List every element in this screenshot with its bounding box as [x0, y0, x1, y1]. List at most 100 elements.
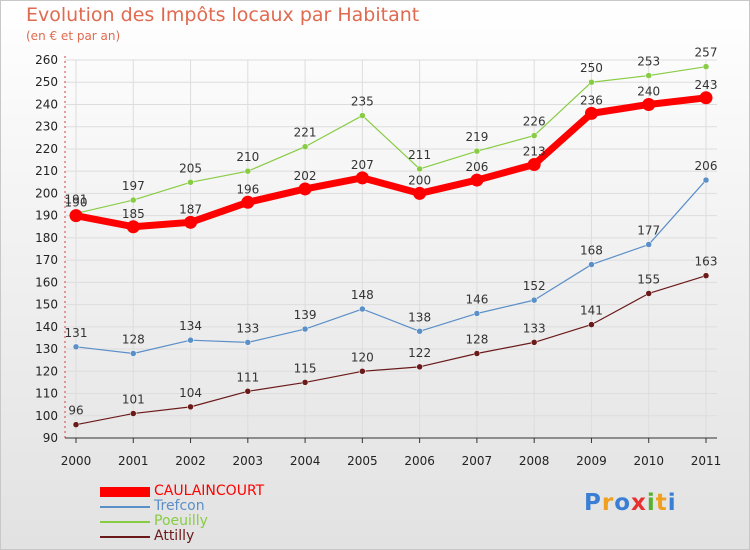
y-tick-label: 180: [35, 231, 58, 245]
data-label-attilly: 155: [637, 272, 660, 286]
data-label-trefcon: 138: [408, 310, 431, 324]
data-point-trefcon: [702, 176, 710, 184]
data-point-trefcon: [301, 325, 309, 333]
data-label-caulaincourt: 213: [523, 145, 546, 159]
logo-letter: i: [667, 490, 677, 516]
x-tick-label: 2004: [290, 454, 321, 468]
legend-label: Poeuilly: [154, 513, 208, 529]
series-line-attilly: [75, 275, 707, 426]
data-point-attilly: [72, 421, 80, 428]
data-label-caulaincourt: 200: [408, 173, 431, 187]
y-tick-label: 240: [35, 97, 58, 111]
data-point-trefcon: [359, 305, 366, 313]
y-tick-label: 160: [35, 275, 58, 289]
legend-label: Trefcon: [154, 498, 205, 514]
x-tick-label: 2002: [175, 454, 206, 468]
data-label-poeuilly: 197: [122, 179, 145, 193]
data-point-caulaincourt: [642, 97, 656, 111]
data-point-attilly: [645, 290, 652, 297]
data-point-trefcon: [645, 241, 652, 248]
data-point-trefcon: [130, 350, 137, 357]
y-tick-label: 150: [35, 298, 58, 312]
data-point-caulaincourt: [355, 171, 369, 185]
legend-swatch: [100, 535, 150, 538]
data-label-attilly: 122: [408, 346, 431, 360]
data-label-poeuilly: 235: [351, 95, 374, 109]
data-point-trefcon: [588, 261, 595, 268]
data-label-caulaincourt: 196: [236, 182, 259, 196]
data-label-trefcon: 139: [294, 308, 317, 322]
logo-letter: P: [584, 490, 602, 516]
y-tick-label: 140: [35, 320, 58, 334]
y-tick-label: 110: [35, 387, 58, 401]
data-label-poeuilly: 226: [523, 115, 546, 129]
data-point-caulaincourt: [184, 215, 198, 229]
data-point-poeuilly: [187, 179, 194, 186]
data-label-attilly: 163: [695, 255, 718, 269]
data-point-poeuilly: [530, 132, 538, 139]
data-label-caulaincourt: 202: [294, 169, 317, 183]
data-label-trefcon: 152: [523, 279, 546, 293]
y-tick-label: 190: [35, 209, 58, 223]
legend-label: Attilly: [154, 528, 195, 544]
x-tick-label: 2007: [462, 454, 493, 468]
data-label-attilly: 115: [294, 361, 317, 375]
x-tick-label: 2003: [233, 454, 264, 468]
data-label-caulaincourt: 240: [637, 84, 660, 98]
data-label-poeuilly: 191: [65, 192, 88, 206]
data-label-poeuilly: 211: [408, 148, 431, 162]
data-point-caulaincourt: [69, 209, 83, 223]
legend-item-trefcon: Trefcon: [100, 499, 264, 514]
data-point-attilly: [359, 368, 366, 375]
y-tick-label: 210: [35, 164, 58, 178]
data-label-trefcon: 131: [65, 326, 88, 340]
x-tick-label: 2010: [633, 454, 664, 468]
data-label-trefcon: 148: [351, 288, 374, 302]
data-label-caulaincourt: 190: [65, 196, 88, 210]
legend-item-attilly: Attilly: [100, 529, 264, 544]
data-point-poeuilly: [588, 78, 595, 86]
logo-letter: r: [601, 490, 615, 516]
data-label-attilly: 120: [351, 350, 374, 364]
data-label-trefcon: 168: [580, 244, 603, 258]
data-label-trefcon: 146: [465, 292, 488, 306]
series-line-caulaincourt: [72, 94, 710, 231]
x-tick-label: 2001: [118, 454, 149, 468]
legend-item-caulaincourt: CAULAINCOURT: [100, 484, 264, 499]
y-tick-label: 120: [35, 364, 58, 378]
data-label-trefcon: 206: [695, 159, 718, 173]
data-label-attilly: 101: [122, 393, 145, 407]
data-point-caulaincourt: [527, 158, 541, 172]
legend-swatch: [100, 486, 150, 497]
logo-letter: o: [614, 490, 632, 516]
logo-letter: t: [655, 490, 668, 516]
data-point-attilly: [702, 272, 710, 279]
data-point-trefcon: [244, 339, 252, 346]
data-label-attilly: 128: [465, 333, 488, 347]
data-label-attilly: 104: [179, 386, 202, 400]
series-line-poeuilly: [75, 66, 707, 215]
chart-title: Evolution des Impôts locaux par Habitant: [26, 4, 420, 26]
data-label-caulaincourt: 236: [580, 93, 603, 107]
data-label-trefcon: 177: [637, 224, 660, 238]
data-point-poeuilly: [130, 196, 137, 204]
data-label-poeuilly: 257: [695, 46, 718, 60]
y-tick-label: 100: [35, 409, 58, 423]
data-point-trefcon: [72, 343, 80, 351]
data-label-poeuilly: 250: [580, 61, 603, 75]
data-point-poeuilly: [301, 143, 309, 150]
data-label-caulaincourt: 185: [122, 207, 145, 221]
y-tick-label: 170: [35, 253, 58, 267]
data-point-attilly: [244, 388, 252, 395]
data-point-poeuilly: [244, 167, 252, 175]
data-point-poeuilly: [473, 147, 481, 155]
data-point-trefcon: [187, 336, 194, 344]
y-tick-label: 250: [35, 75, 58, 89]
data-label-poeuilly: 210: [236, 150, 259, 164]
logo-letter: i: [646, 490, 656, 516]
data-label-caulaincourt: 243: [695, 78, 718, 92]
data-point-caulaincourt: [584, 106, 598, 120]
legend-swatch: [100, 520, 150, 523]
